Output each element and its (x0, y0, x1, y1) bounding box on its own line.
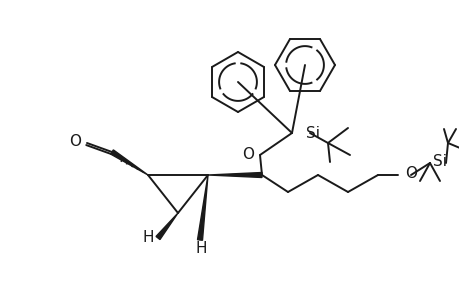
Text: O: O (69, 134, 81, 148)
Polygon shape (207, 172, 262, 178)
Text: O: O (241, 146, 253, 161)
Polygon shape (156, 213, 178, 240)
Text: O: O (404, 166, 416, 181)
Text: Si: Si (432, 154, 446, 169)
Text: Si: Si (305, 125, 319, 140)
Polygon shape (111, 150, 148, 175)
Text: H: H (195, 242, 206, 256)
Polygon shape (197, 175, 207, 240)
Text: H: H (142, 230, 153, 244)
